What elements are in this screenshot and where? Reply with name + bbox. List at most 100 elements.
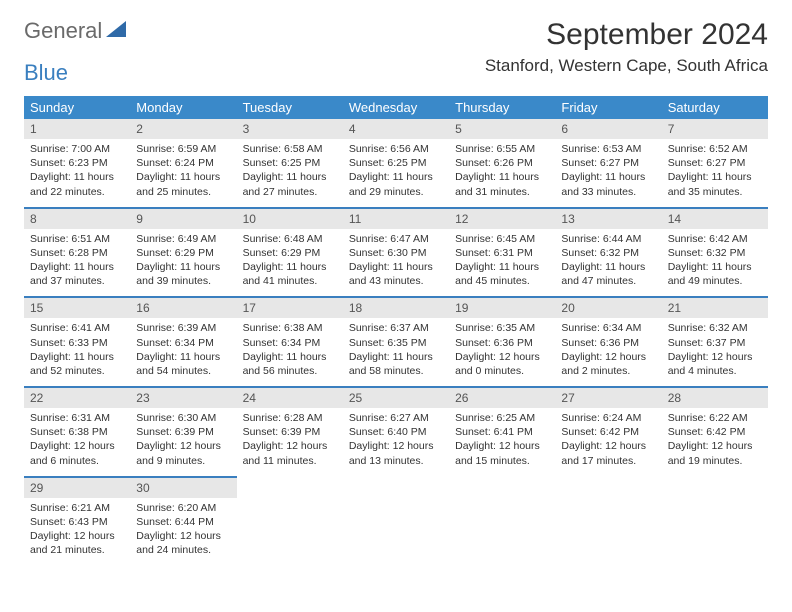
daylight-text-2: and 45 minutes. — [455, 274, 549, 288]
daylight-text-2: and 33 minutes. — [561, 185, 655, 199]
daylight-text-2: and 2 minutes. — [561, 364, 655, 378]
weekday-header: Tuesday — [237, 96, 343, 119]
sunset-text: Sunset: 6:36 PM — [561, 336, 655, 350]
day-number-cell: 17 — [237, 297, 343, 318]
sunrise-text: Sunrise: 6:56 AM — [349, 142, 443, 156]
daylight-text-1: Daylight: 11 hours — [455, 170, 549, 184]
daylight-text-2: and 19 minutes. — [668, 454, 762, 468]
sunrise-text: Sunrise: 6:25 AM — [455, 411, 549, 425]
sunset-text: Sunset: 6:44 PM — [136, 515, 230, 529]
day-content-cell — [237, 498, 343, 566]
sunset-text: Sunset: 6:41 PM — [455, 425, 549, 439]
day-number-cell: 18 — [343, 297, 449, 318]
day-content-row: Sunrise: 6:31 AMSunset: 6:38 PMDaylight:… — [24, 408, 768, 477]
day-content-cell: Sunrise: 6:45 AMSunset: 6:31 PMDaylight:… — [449, 229, 555, 298]
weekday-header: Thursday — [449, 96, 555, 119]
daylight-text-2: and 58 minutes. — [349, 364, 443, 378]
day-number-cell: 15 — [24, 297, 130, 318]
sunset-text: Sunset: 6:29 PM — [136, 246, 230, 260]
day-content-row: Sunrise: 6:41 AMSunset: 6:33 PMDaylight:… — [24, 318, 768, 387]
day-number-cell: 25 — [343, 387, 449, 408]
daylight-text-1: Daylight: 12 hours — [136, 439, 230, 453]
sunset-text: Sunset: 6:42 PM — [668, 425, 762, 439]
day-number-cell: 27 — [555, 387, 661, 408]
daylight-text-1: Daylight: 12 hours — [455, 350, 549, 364]
sunrise-text: Sunrise: 6:42 AM — [668, 232, 762, 246]
daylight-text-1: Daylight: 12 hours — [136, 529, 230, 543]
sunrise-text: Sunrise: 6:39 AM — [136, 321, 230, 335]
day-number-cell: 29 — [24, 477, 130, 498]
day-content-cell: Sunrise: 7:00 AMSunset: 6:23 PMDaylight:… — [24, 139, 130, 208]
daylight-text-1: Daylight: 12 hours — [455, 439, 549, 453]
day-content-cell: Sunrise: 6:39 AMSunset: 6:34 PMDaylight:… — [130, 318, 236, 387]
day-content-row: Sunrise: 7:00 AMSunset: 6:23 PMDaylight:… — [24, 139, 768, 208]
weekday-header: Saturday — [662, 96, 768, 119]
sunrise-text: Sunrise: 6:45 AM — [455, 232, 549, 246]
day-number-cell — [343, 477, 449, 498]
day-number-cell: 3 — [237, 119, 343, 139]
sunrise-text: Sunrise: 6:28 AM — [243, 411, 337, 425]
day-number-cell: 8 — [24, 208, 130, 229]
daylight-text-2: and 27 minutes. — [243, 185, 337, 199]
daylight-text-2: and 6 minutes. — [30, 454, 124, 468]
day-number-cell: 22 — [24, 387, 130, 408]
sunset-text: Sunset: 6:27 PM — [668, 156, 762, 170]
sunrise-text: Sunrise: 6:22 AM — [668, 411, 762, 425]
daylight-text-2: and 35 minutes. — [668, 185, 762, 199]
sunset-text: Sunset: 6:26 PM — [455, 156, 549, 170]
day-content-cell: Sunrise: 6:31 AMSunset: 6:38 PMDaylight:… — [24, 408, 130, 477]
daylight-text-1: Daylight: 11 hours — [668, 170, 762, 184]
day-content-cell — [555, 498, 661, 566]
location-subtitle: Stanford, Western Cape, South Africa — [485, 56, 768, 76]
sunrise-text: Sunrise: 6:52 AM — [668, 142, 762, 156]
sunrise-text: Sunrise: 6:55 AM — [455, 142, 549, 156]
sunrise-text: Sunrise: 6:27 AM — [349, 411, 443, 425]
daylight-text-1: Daylight: 11 hours — [243, 260, 337, 274]
sunrise-text: Sunrise: 6:51 AM — [30, 232, 124, 246]
daylight-text-1: Daylight: 11 hours — [349, 260, 443, 274]
daylight-text-2: and 25 minutes. — [136, 185, 230, 199]
triangle-icon — [106, 21, 126, 42]
day-content-cell: Sunrise: 6:59 AMSunset: 6:24 PMDaylight:… — [130, 139, 236, 208]
weekday-header: Monday — [130, 96, 236, 119]
brand-logo: General — [24, 18, 128, 44]
day-content-cell: Sunrise: 6:48 AMSunset: 6:29 PMDaylight:… — [237, 229, 343, 298]
day-number-cell: 16 — [130, 297, 236, 318]
daylight-text-1: Daylight: 12 hours — [668, 439, 762, 453]
weekday-header: Sunday — [24, 96, 130, 119]
daylight-text-2: and 22 minutes. — [30, 185, 124, 199]
sunset-text: Sunset: 6:40 PM — [349, 425, 443, 439]
sunset-text: Sunset: 6:27 PM — [561, 156, 655, 170]
daylight-text-2: and 24 minutes. — [136, 543, 230, 557]
sunrise-text: Sunrise: 6:58 AM — [243, 142, 337, 156]
day-number-cell: 12 — [449, 208, 555, 229]
weekday-header: Wednesday — [343, 96, 449, 119]
daylight-text-2: and 9 minutes. — [136, 454, 230, 468]
sunset-text: Sunset: 6:43 PM — [30, 515, 124, 529]
brand-word1: General — [24, 18, 102, 44]
sunset-text: Sunset: 6:23 PM — [30, 156, 124, 170]
day-content-cell — [662, 498, 768, 566]
sunset-text: Sunset: 6:25 PM — [243, 156, 337, 170]
day-content-cell: Sunrise: 6:35 AMSunset: 6:36 PMDaylight:… — [449, 318, 555, 387]
sunset-text: Sunset: 6:42 PM — [561, 425, 655, 439]
sunrise-text: Sunrise: 6:21 AM — [30, 501, 124, 515]
day-number-cell: 24 — [237, 387, 343, 408]
day-content-cell: Sunrise: 6:37 AMSunset: 6:35 PMDaylight:… — [343, 318, 449, 387]
day-content-cell: Sunrise: 6:22 AMSunset: 6:42 PMDaylight:… — [662, 408, 768, 477]
sunset-text: Sunset: 6:24 PM — [136, 156, 230, 170]
day-number-cell: 11 — [343, 208, 449, 229]
day-number-cell: 30 — [130, 477, 236, 498]
sunset-text: Sunset: 6:30 PM — [349, 246, 443, 260]
daylight-text-1: Daylight: 11 hours — [30, 170, 124, 184]
day-number-cell: 21 — [662, 297, 768, 318]
day-content-cell: Sunrise: 6:42 AMSunset: 6:32 PMDaylight:… — [662, 229, 768, 298]
day-number-cell: 9 — [130, 208, 236, 229]
sunrise-text: Sunrise: 6:49 AM — [136, 232, 230, 246]
sunrise-text: Sunrise: 6:34 AM — [561, 321, 655, 335]
sunset-text: Sunset: 6:34 PM — [243, 336, 337, 350]
daylight-text-1: Daylight: 11 hours — [455, 260, 549, 274]
day-content-row: Sunrise: 6:51 AMSunset: 6:28 PM Daylight:… — [24, 229, 768, 298]
sunset-text: Sunset: 6:28 PM — [30, 246, 124, 260]
day-number-cell: 5 — [449, 119, 555, 139]
